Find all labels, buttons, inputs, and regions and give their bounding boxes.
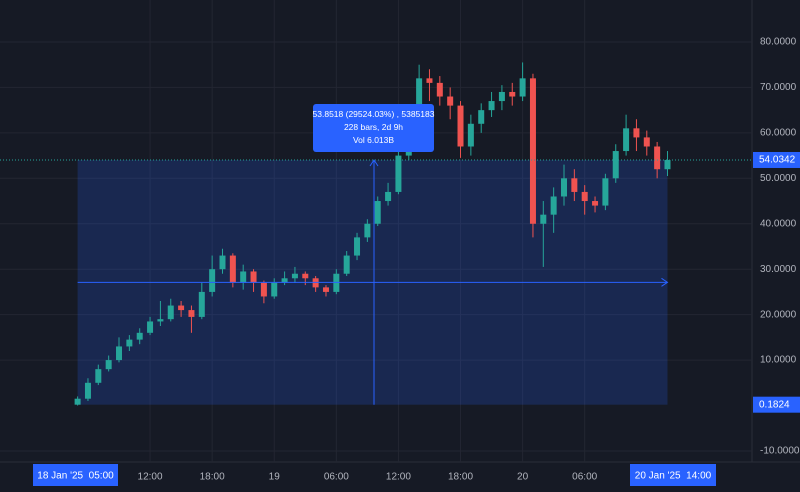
candle-body [633,128,640,138]
candle-body [229,255,236,283]
candle-body [519,78,526,97]
candle-body [271,282,278,297]
x-tick-label: 06:00 [324,472,349,483]
y-tick-label: 20.0000 [760,309,797,320]
candle-body [281,278,288,283]
candle-body [354,237,361,256]
candle-body [436,82,443,97]
candle-body [364,223,371,238]
candle-body [136,332,143,340]
x-tick-label: 20 [517,472,529,483]
candle-body [416,78,423,120]
candle-body [426,78,433,83]
x-tick-label: 19 [269,472,281,483]
candle-body [240,271,247,283]
measure-tooltip [313,103,434,152]
candle-body [74,398,81,405]
candle-body [219,255,226,270]
price-label: 54.0342 [759,155,796,166]
time-label: 20 Jan '25 14:00 [635,471,712,482]
candle-body [643,137,650,147]
measure-tooltip-text: 53.8518 (29524.03%) , 5385183 [313,109,435,119]
candle-body [322,287,329,292]
candle-body [95,369,102,383]
candle-body [198,291,205,317]
candle-body [84,382,91,399]
measure-tooltip-text: 228 bars, 2d 9h [344,122,403,132]
y-tick-label: -10.0000 [760,446,800,457]
y-tick-label: 40.0000 [760,218,797,229]
candle-body [509,91,516,97]
time-label-bg [33,464,118,486]
x-tick-label: 06:00 [572,472,597,483]
candle-body [654,146,661,170]
candle-body [457,105,464,147]
candle-body [498,91,505,102]
measure-h-head [661,277,669,287]
candle-body [478,110,485,124]
candle-body [592,201,599,206]
x-tick-label: 18:00 [200,472,225,483]
candle-body [602,178,609,206]
candle-body [291,273,298,279]
candle-body [167,305,174,320]
candle-body [395,155,402,192]
candle-body [188,310,195,317]
x-tick-label: 12:00 [138,472,163,483]
candle-body [571,178,578,192]
candle-body [561,178,567,197]
price-label-bg [753,151,800,168]
candle-body [581,191,588,202]
time-label-bg [630,464,716,486]
candle-body [550,196,557,215]
candle-body [343,255,350,274]
y-tick-label: 50.0000 [760,173,797,184]
measure-v-head [369,159,379,167]
y-tick-label: 10.0000 [760,355,797,366]
x-tick-label: 18:00 [448,472,473,483]
candle-body [540,214,547,224]
candle-body [623,128,630,152]
candle-body [302,273,309,279]
candle-body [178,305,185,311]
y-tick-label: 80.0000 [760,37,797,48]
x-tick-label: 12:00 [386,472,411,483]
price-label: 0.1824 [759,399,790,410]
candle-body [116,346,123,361]
candle-body [250,271,257,283]
candle-body [147,321,154,333]
candle-body [447,96,454,106]
time-label: 18 Jan '25 05:00 [37,471,114,482]
candle-body [157,319,164,322]
measure-tooltip-text: Vol 6.013B [353,135,394,145]
candle-body [612,151,619,179]
candle-body [385,191,392,202]
price-label-bg [753,396,800,413]
candle-body [488,101,495,111]
candle-body [374,201,381,224]
y-tick-label: 70.0000 [760,82,797,93]
candle-body [529,78,536,224]
candle-body [209,269,216,292]
y-tick-label: 30.0000 [760,264,797,275]
candle-body [467,123,474,147]
candle-body [105,360,112,370]
y-tick-label: 60.0000 [760,128,797,139]
candle-body [260,282,267,297]
candle-body [664,159,671,170]
candle-body [126,339,133,347]
